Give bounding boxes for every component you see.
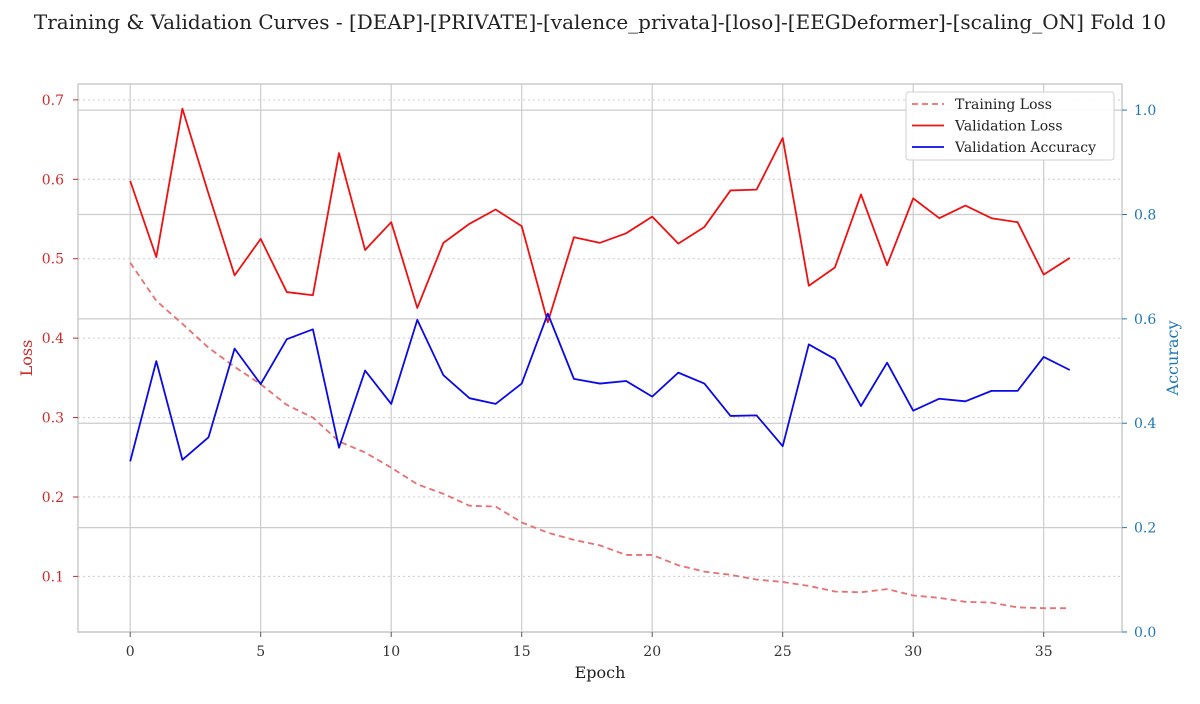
legend-box — [905, 91, 1115, 161]
series-layer — [129, 107, 1071, 610]
y-tick-label-right: 1.0 — [1134, 103, 1156, 119]
x-tick-label: 20 — [643, 644, 661, 660]
series-line-validation-accuracy — [129, 312, 1071, 462]
y-tick-label-left: 0.4 — [42, 331, 64, 347]
y-tick-label-right: 0.2 — [1134, 521, 1156, 537]
chart-title: Training & Validation Curves - [DEAP]-[P… — [34, 10, 1166, 34]
grid-layer — [78, 84, 1122, 633]
x-tick-label: 30 — [904, 644, 922, 660]
y-tick-label-left: 0.2 — [42, 490, 64, 506]
y-tick-label-right: 0.4 — [1134, 416, 1156, 432]
x-tick-label: 35 — [1035, 644, 1053, 660]
y-tick-label-left: 0.6 — [42, 172, 64, 188]
chart-legend: Training Loss Validation Loss Validation A… — [905, 91, 1115, 161]
legend-label-validation-loss: Validation Loss — [954, 119, 1063, 135]
legend-label-validation-accuracy: Validation Accuracy — [954, 140, 1096, 156]
y-tick-label-left: 0.1 — [42, 569, 64, 585]
y-axis-label-left: Loss — [17, 340, 36, 377]
y-axis-label-right: Accuracy — [1163, 321, 1182, 397]
axes-layer: 0 5 10 15 20 25 30 35 0.1 0.2 0.3 0.4 0.5 0.6 0.7 0.0 0.… — [42, 83, 1156, 660]
y-tick-label-right: 0.6 — [1134, 312, 1156, 328]
x-axis-label: Epoch — [575, 663, 626, 682]
y-tick-label-left: 0.3 — [42, 411, 64, 427]
x-tick-label: 5 — [256, 644, 265, 660]
x-tick-label: 10 — [382, 644, 400, 660]
series-line-validation-loss — [129, 107, 1071, 324]
y-tick-label-right: 0.0 — [1134, 625, 1156, 641]
series-line-training-loss — [129, 262, 1070, 610]
plot-frame — [77, 83, 1123, 633]
x-tick-label: 25 — [774, 644, 792, 660]
x-tick-label: 15 — [513, 644, 531, 660]
x-tick-label: 0 — [126, 644, 135, 660]
y-tick-label-right: 0.8 — [1134, 207, 1156, 223]
y-tick-label-left: 0.7 — [42, 93, 64, 109]
y-tick-label-left: 0.5 — [42, 252, 64, 268]
legend-label-training-loss: Training Loss — [955, 97, 1052, 113]
